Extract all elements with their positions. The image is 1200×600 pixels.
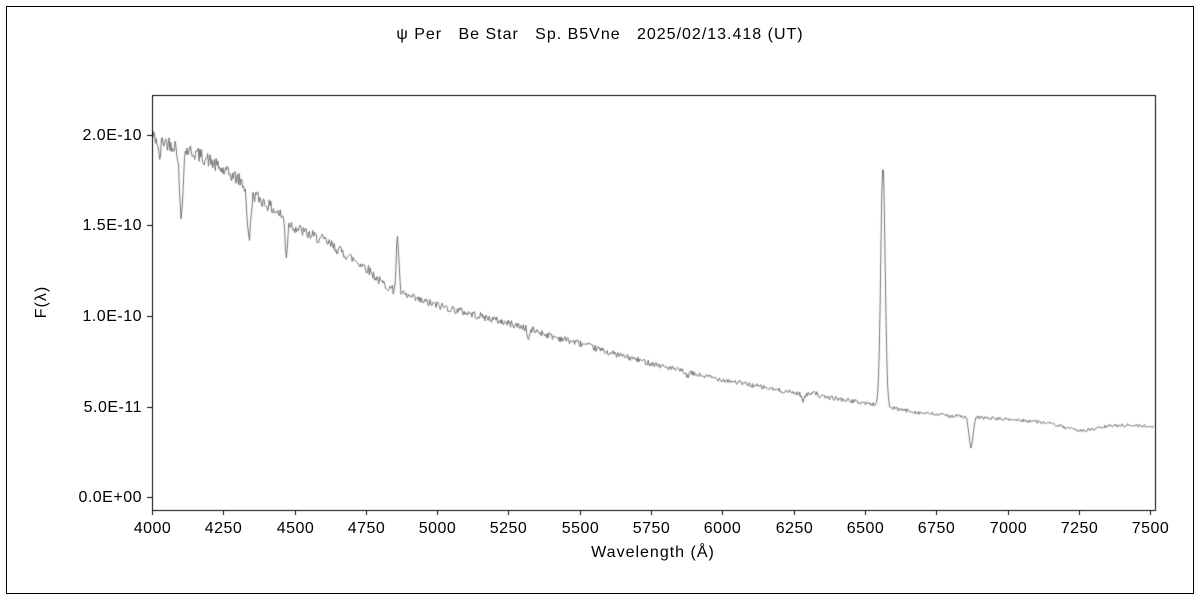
x-axis-label: Wavelength (Å) — [591, 544, 715, 561]
y-axis-label: F(λ) — [33, 285, 50, 319]
